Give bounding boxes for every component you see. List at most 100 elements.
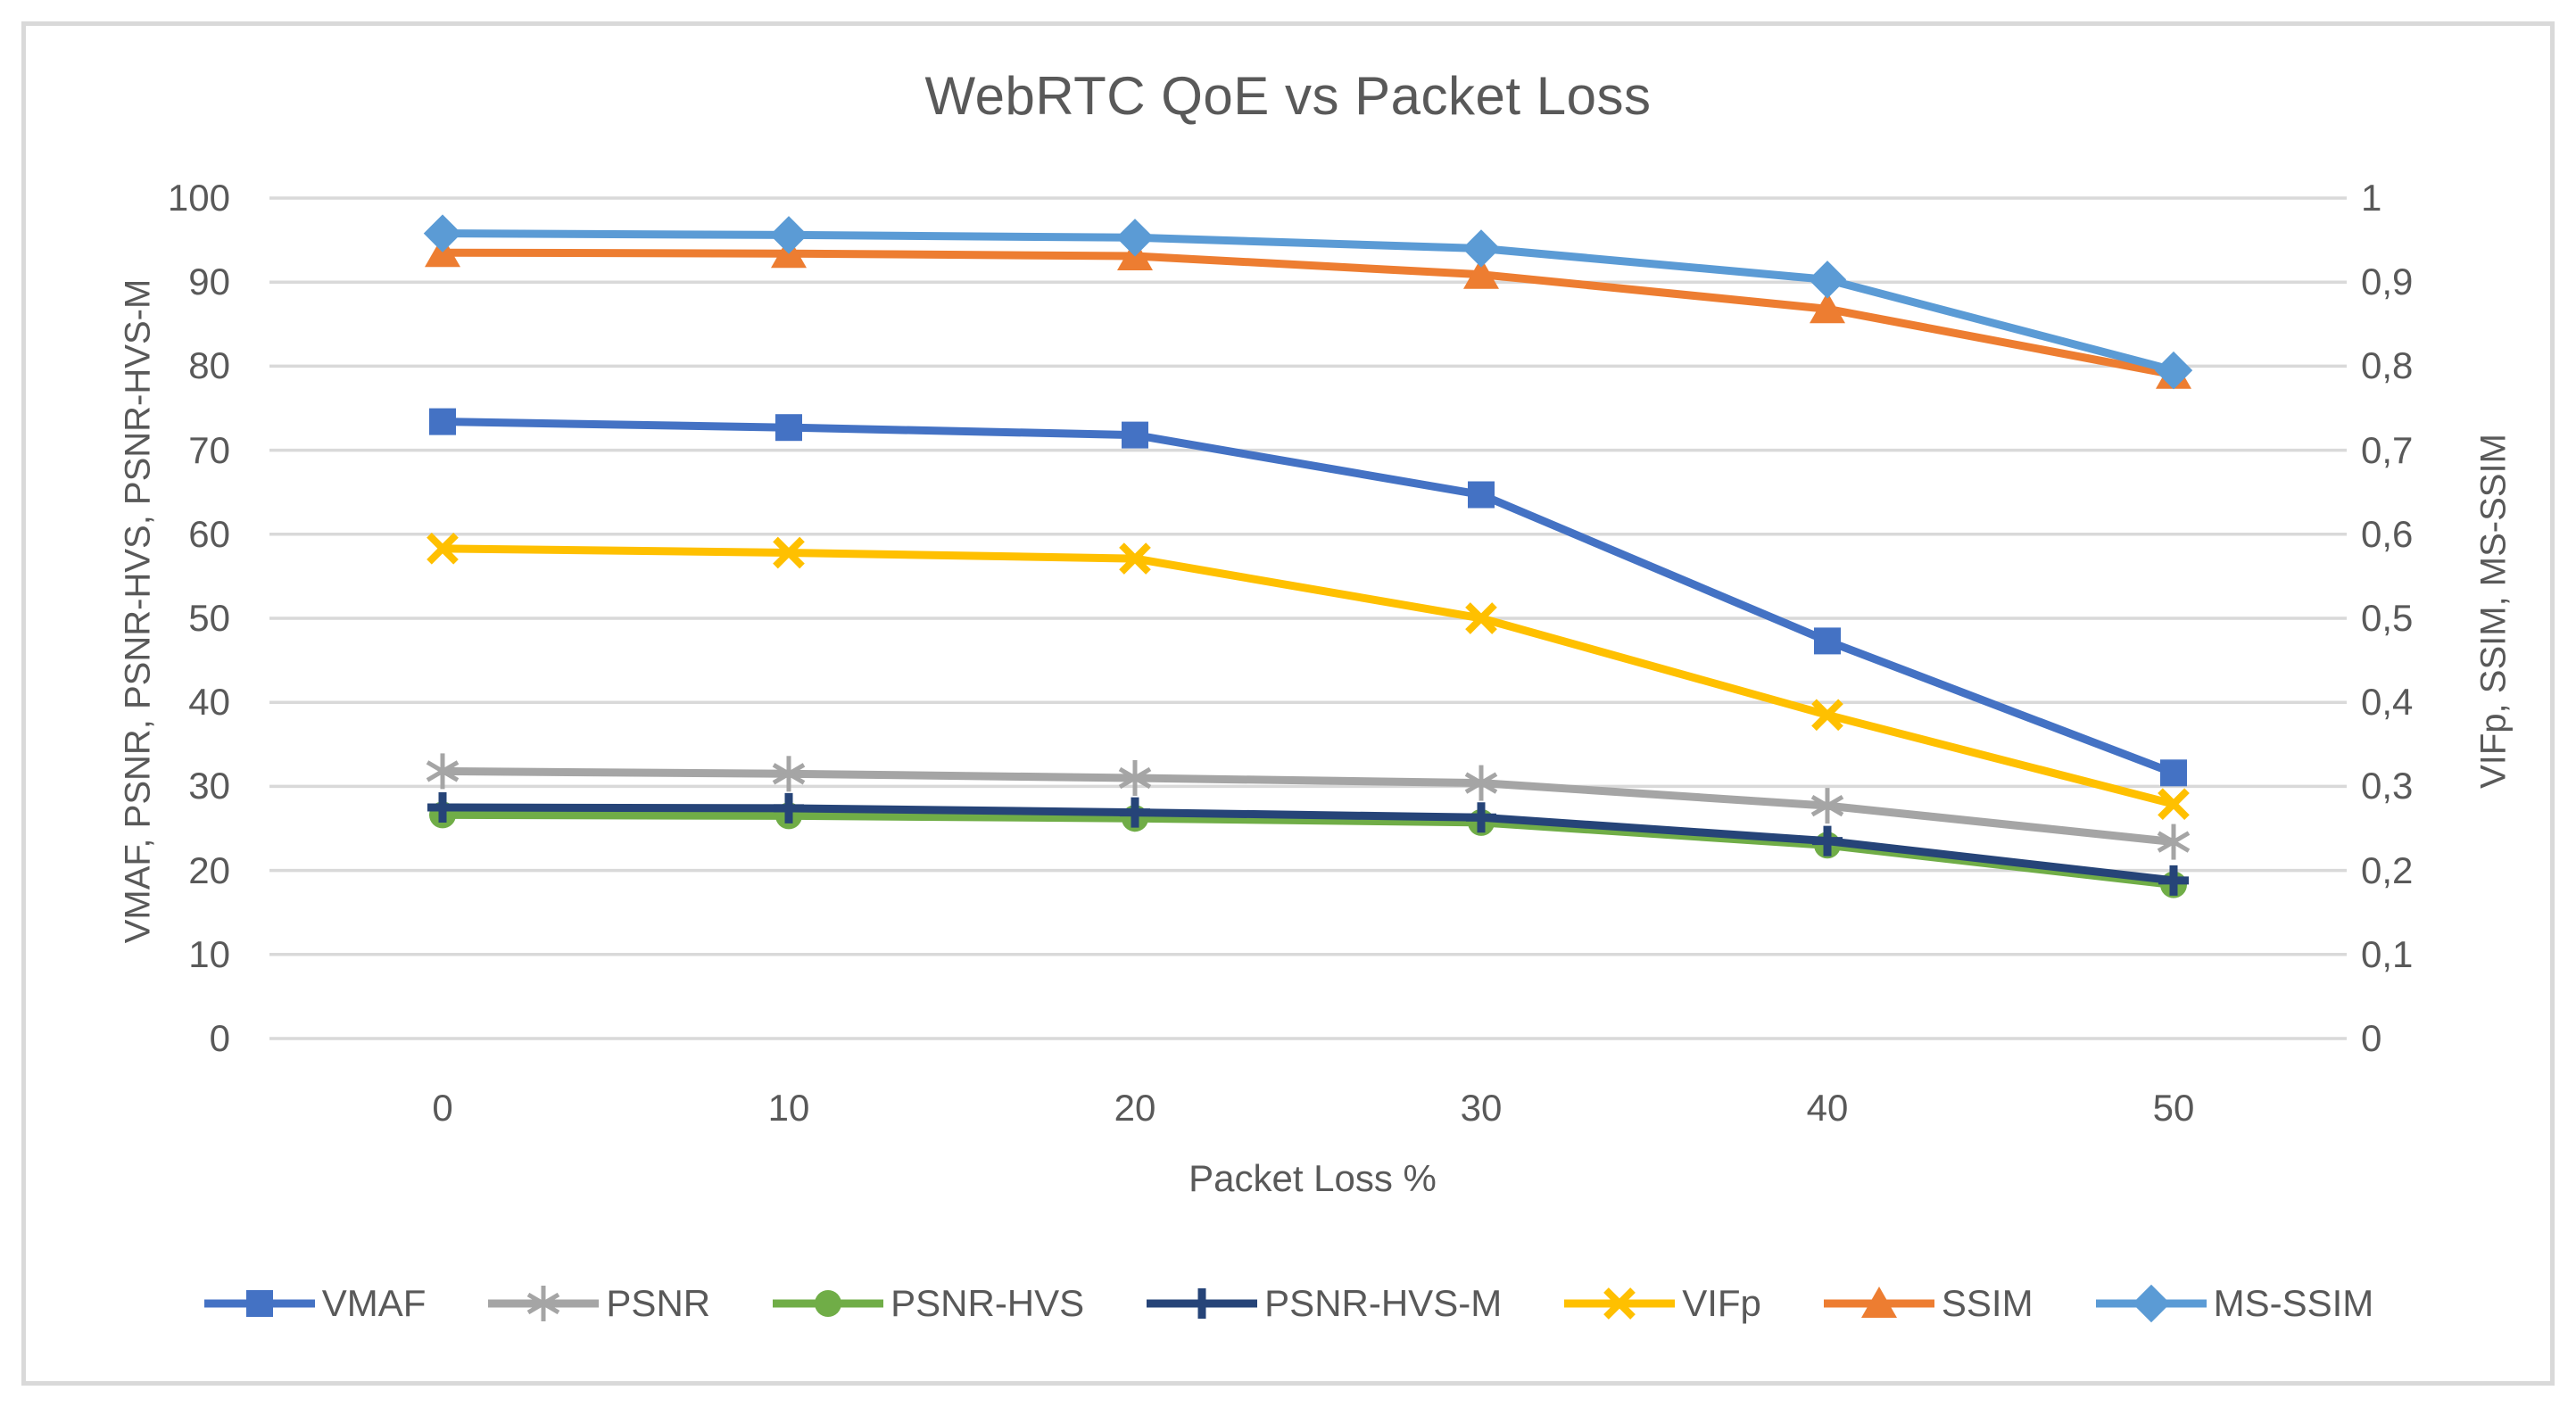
series-line-VIFp xyxy=(442,544,2175,808)
y-axis-left-tick-label: 60 xyxy=(188,512,230,555)
marker-x xyxy=(1603,1287,1636,1320)
series-line-PSNR-HVS xyxy=(442,810,2174,890)
legend-item-PSNR-HVS: PSNR-HVS xyxy=(771,1282,1084,1325)
marker-asterisk xyxy=(772,756,806,792)
y-axis-right-tick-label: 0,4 xyxy=(2361,681,2414,724)
marker-square xyxy=(775,414,802,442)
y-axis-left-tick-label: 40 xyxy=(188,681,230,724)
y-axis-left-tick-label: 0 xyxy=(209,1017,230,1059)
x-axis-tick-label: 30 xyxy=(1460,1087,1503,1129)
series-VIFp xyxy=(427,532,2190,821)
series-line-MS-SSIM xyxy=(442,229,2175,375)
marker-square xyxy=(245,1290,273,1317)
series-line-VMAF xyxy=(442,418,2175,777)
legend-item-VIFp: VIFp xyxy=(1562,1282,1761,1325)
legend-marker-PSNR-HVS xyxy=(773,1290,884,1317)
marker-square xyxy=(1468,481,1495,509)
marker-asterisk xyxy=(527,1286,560,1321)
series-VMAF xyxy=(429,408,2187,787)
marker-asterisk xyxy=(1810,788,1844,824)
marker-x xyxy=(1465,602,1497,634)
marker-triangle xyxy=(1810,292,1845,324)
legend-item-PSNR-HVS-M: PSNR-HVS-M xyxy=(1145,1282,1502,1325)
legend: VMAF PSNR PSNR-HVS PSNR-HVS-M VIFp SSIM MS-SSI… xyxy=(26,1282,2550,1325)
series-MS-SSIM xyxy=(423,214,2193,390)
legend-label: MS-SSIM xyxy=(2213,1282,2374,1324)
chart-frame: WebRTC QoE vs Packet Loss 100 90 80 70 60 50 4… xyxy=(21,21,2555,1386)
legend-item-MS-SSIM: MS-SSIM xyxy=(2094,1282,2374,1325)
chart-title: WebRTC QoE vs Packet Loss xyxy=(924,66,1652,126)
legend-label: SSIM xyxy=(1941,1282,2033,1324)
y-axis-right-tick-label: 0,9 xyxy=(2361,261,2414,303)
marker-diamond xyxy=(769,216,808,254)
marker-asterisk xyxy=(426,753,460,790)
marker-x xyxy=(773,536,805,569)
plot-area xyxy=(269,196,2347,1040)
marker-plus xyxy=(1466,802,1496,833)
legend-marker-MS-SSIM xyxy=(2095,1284,2207,1323)
marker-x xyxy=(1119,542,1151,575)
marker-diamond xyxy=(1115,219,1155,257)
marker-triangle xyxy=(1463,257,1499,289)
x-axis-tick-label: 0 xyxy=(432,1087,453,1129)
legend-marker-SSIM xyxy=(1823,1287,1934,1318)
marker-diamond xyxy=(1462,229,1501,268)
legend-label: VIFp xyxy=(1682,1282,1761,1324)
marker-plus xyxy=(1120,797,1150,828)
y-axis-left-tick-label: 100 xyxy=(167,177,230,219)
x-axis-tick-label: 50 xyxy=(2152,1087,2195,1129)
legend-marker-VMAF xyxy=(203,1290,315,1317)
y-axis-left-tick-label: 10 xyxy=(188,932,230,975)
marker-plus xyxy=(2158,865,2189,896)
x-axis-tick-label: 10 xyxy=(767,1087,810,1129)
marker-triangle xyxy=(1860,1287,1897,1318)
marker-diamond xyxy=(2132,1284,2170,1323)
marker-square xyxy=(2160,759,2187,787)
x-axis-tick-label: 20 xyxy=(1114,1087,1156,1129)
y-axis-left-tick-label: 20 xyxy=(188,848,230,891)
marker-asterisk xyxy=(2157,824,2191,860)
marker-plus xyxy=(1187,1288,1218,1319)
marker-plus xyxy=(774,792,804,824)
marker-circle xyxy=(815,1290,842,1317)
y-axis-right-tick-label: 1 xyxy=(2361,177,2382,219)
series-line-SSIM xyxy=(442,248,2174,379)
y-axis-right-tick-label: 0,6 xyxy=(2361,512,2414,555)
series-line-PSNR-HVS-M xyxy=(442,803,2174,885)
legend-item-PSNR: PSNR xyxy=(486,1282,710,1325)
series-PSNR-HVS-M xyxy=(427,792,2189,896)
y-axis-right-tick-label: 0,8 xyxy=(2361,344,2414,387)
y-axis-right-tick-label: 0,1 xyxy=(2361,932,2414,975)
y-axis-left-title: VMAF, PSNR, PSNR-HVS, PSNR-HVS-M xyxy=(118,278,158,944)
legend-item-VMAF: VMAF xyxy=(203,1282,427,1325)
marker-x xyxy=(1811,699,1843,732)
x-axis-tick-label: 40 xyxy=(1806,1087,1849,1129)
legend-marker-VIFp xyxy=(1564,1287,1676,1320)
y-axis-left-tick-label: 50 xyxy=(188,597,230,639)
y-axis-left-tick-label: 30 xyxy=(188,765,230,807)
y-axis-left-tick-label: 70 xyxy=(188,428,230,471)
marker-plus xyxy=(1812,825,1843,857)
marker-square xyxy=(429,408,456,435)
marker-square xyxy=(1122,421,1148,449)
marker-asterisk xyxy=(1118,760,1152,796)
marker-plus xyxy=(427,792,458,823)
series-PSNR xyxy=(426,753,2191,860)
marker-diamond xyxy=(423,214,462,252)
legend-marker-PSNR xyxy=(488,1286,600,1321)
series-line-PSNR xyxy=(442,766,2174,847)
y-axis-left-tick-label: 90 xyxy=(188,261,230,303)
marker-square xyxy=(1814,627,1841,655)
y-axis-right-tick-label: 0 xyxy=(2361,1017,2382,1059)
legend-marker-PSNR-HVS-M xyxy=(1147,1288,1258,1319)
marker-x xyxy=(2158,788,2190,821)
y-axis-right-tick-label: 0,2 xyxy=(2361,848,2414,891)
marker-x xyxy=(427,532,459,565)
legend-label: VMAF xyxy=(321,1282,427,1324)
marker-asterisk xyxy=(1464,765,1498,801)
legend-item-SSIM: SSIM xyxy=(1822,1282,2033,1325)
y-axis-left-tick-label: 80 xyxy=(188,344,230,387)
x-axis-title: Packet Loss % xyxy=(1189,1157,1437,1199)
legend-label: PSNR-HVS-M xyxy=(1264,1282,1503,1324)
